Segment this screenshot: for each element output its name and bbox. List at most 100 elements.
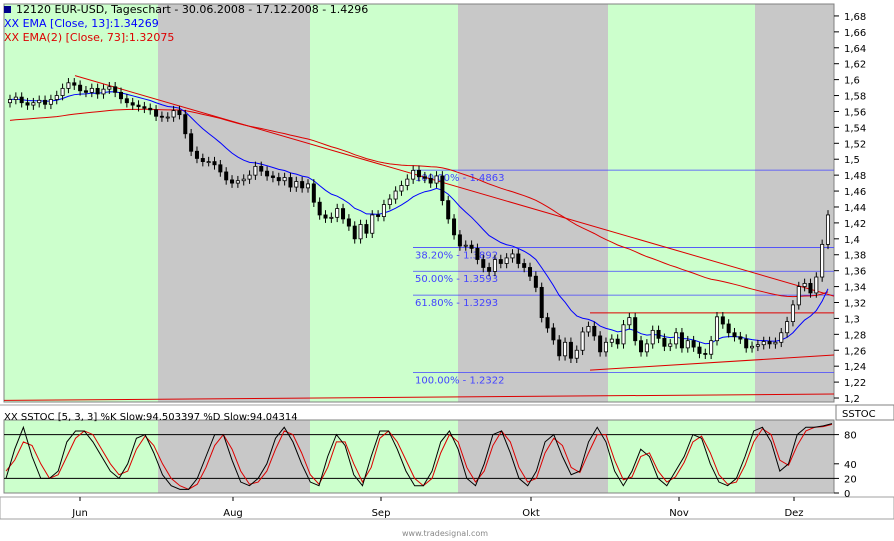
candle-up <box>574 349 579 359</box>
candle-down <box>224 171 229 181</box>
candle-up <box>685 340 690 349</box>
candle-up <box>761 341 766 346</box>
candle-down <box>124 98 129 104</box>
candle-down <box>317 201 322 216</box>
y-tick-label: 1,28 <box>844 330 866 341</box>
candle-down <box>428 177 433 184</box>
x-tick-label: Dez <box>784 508 803 519</box>
candle-down <box>183 114 188 135</box>
candle-down <box>142 106 147 109</box>
candle-down <box>639 340 644 353</box>
candle-down <box>218 164 223 173</box>
ema-fast-label[interactable]: XX EMA [Close, 13]:1.34269 <box>4 17 159 30</box>
y-tick-label: 1,48 <box>844 171 866 182</box>
candle-up <box>358 224 363 240</box>
fib-label: 61.80% - 1.3293 <box>415 298 498 309</box>
candle-down <box>259 165 264 172</box>
candle-down <box>212 161 217 166</box>
candle-up <box>674 332 679 345</box>
sstoc-tab[interactable]: SSTOC <box>842 409 876 420</box>
y-tick-label: 1,4 <box>844 235 860 246</box>
candle-down <box>311 183 316 203</box>
y-tick-label: 1,32 <box>844 299 866 310</box>
candle-down <box>481 259 486 268</box>
candle-down <box>230 179 235 184</box>
candle-down <box>533 275 538 288</box>
candle-up <box>206 161 211 164</box>
candle-down <box>364 224 369 234</box>
candle-down <box>200 158 205 163</box>
ema-slow-label[interactable]: XX EMA(2) [Close, 73]:1.32075 <box>4 31 175 44</box>
candle-up <box>335 208 340 218</box>
stoch-month-band <box>4 420 158 493</box>
candle-up <box>510 253 515 259</box>
y-tick-label: 1,22 <box>844 378 866 389</box>
fib-label: 50.00% - 1.3593 <box>415 274 498 285</box>
stoch-d-line <box>5 423 833 490</box>
candle-up <box>825 214 831 245</box>
y-tick-label: 1,34 <box>844 283 866 294</box>
candle-down <box>633 317 638 342</box>
candle-down <box>159 115 164 118</box>
candle-down <box>72 82 77 86</box>
candle-up <box>411 169 416 180</box>
candle-up <box>381 204 386 217</box>
candle-up <box>755 344 760 347</box>
symbol-marker-icon <box>4 6 11 13</box>
sstoc-label[interactable]: XX SSTOC [5, 3, 3] %K Slow:94.503397 %D … <box>4 412 298 423</box>
candle-up <box>779 332 784 343</box>
y-tick-label: 1,42 <box>844 219 866 230</box>
month-band <box>755 4 834 402</box>
month-band <box>4 4 158 402</box>
fib-label: 100.00% - 1.4863 <box>415 173 504 184</box>
candle-down <box>475 247 480 260</box>
candle-up <box>463 244 468 247</box>
stoch-y-tick-label: 20 <box>844 474 857 485</box>
candle-down <box>498 259 503 264</box>
candle-down <box>662 337 667 347</box>
candle-up <box>796 286 801 306</box>
stoch-y-tick-label: 0 <box>844 489 850 500</box>
candle-up <box>434 175 439 184</box>
candle-down <box>83 90 88 93</box>
symbol-line: 12120 EUR-USD, Tageschart - 30.06.2008 -… <box>16 3 369 16</box>
y-tick-label: 1,54 <box>844 123 866 134</box>
y-tick-label: 1,5 <box>844 155 860 166</box>
candle-down <box>276 177 281 182</box>
candle-down <box>703 353 708 355</box>
candle-down <box>452 218 457 236</box>
y-tick-label: 1,2 <box>844 394 860 405</box>
y-tick-label: 1,26 <box>844 346 866 357</box>
candle-up <box>387 198 392 205</box>
fib-label: 38.20% - 1.3892 <box>415 250 498 261</box>
candle-down <box>194 150 199 159</box>
y-tick-label: 1,64 <box>844 44 866 55</box>
candle-down <box>136 104 141 108</box>
candle-up <box>627 317 632 326</box>
candle-down <box>323 214 328 219</box>
candle-down <box>78 84 83 92</box>
candle-up <box>54 95 59 100</box>
candle-down <box>113 86 118 93</box>
candle-up <box>107 86 112 90</box>
candle-down <box>177 110 182 116</box>
candle-down <box>568 341 573 359</box>
candle-down <box>615 338 620 345</box>
month-band <box>158 4 310 402</box>
price-pane-frame <box>3 3 835 403</box>
candle-up <box>66 82 71 89</box>
candle-down <box>487 267 492 272</box>
candle-down <box>516 253 521 264</box>
stoch-k-line <box>5 423 833 490</box>
candle-down <box>154 109 159 117</box>
candle-up <box>101 88 106 95</box>
candle-down <box>265 170 270 177</box>
candle-up <box>586 325 591 333</box>
y-tick-label: 1,38 <box>844 251 866 262</box>
candle-up <box>644 343 649 353</box>
candle-up <box>580 331 585 351</box>
y-tick-label: 1,56 <box>844 107 866 118</box>
candle-down <box>288 177 293 188</box>
candle-down <box>148 107 153 111</box>
